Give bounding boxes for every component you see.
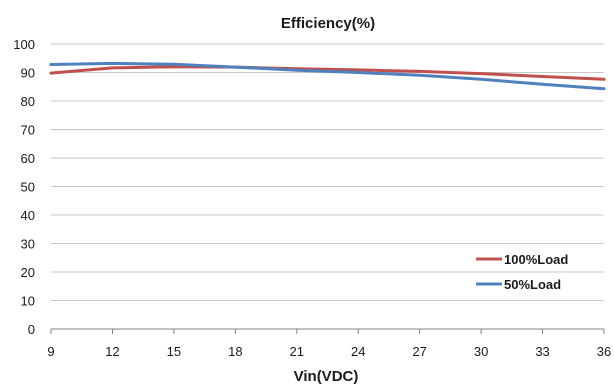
y-tick-label-70: 70: [21, 123, 35, 138]
x-tick-label-21: 21: [290, 344, 304, 359]
y-tick-label-0: 0: [28, 322, 35, 337]
data-point-s2-36: [602, 87, 606, 90]
x-axis-label: Vin(VDC): [294, 368, 359, 385]
data-point-s2-27: [418, 74, 421, 77]
data-point-s1-33: [541, 75, 544, 78]
data-point-s2-15: [172, 63, 176, 66]
y-tick-label-60: 60: [21, 151, 35, 166]
chart-title: Efficiency(%): [281, 15, 375, 32]
legend-label-1: 100%Load: [504, 252, 568, 267]
x-tick-label-12: 12: [105, 344, 119, 359]
y-tick-label-50: 50: [21, 180, 35, 195]
legend: 100%Load 50%Load: [476, 252, 568, 292]
series-line-2: [49, 61, 606, 91]
data-point-s2-21: [295, 69, 298, 72]
y-tick-label-90: 90: [21, 66, 35, 81]
series-lines: [49, 61, 606, 91]
y-tick-label-100: 100: [13, 37, 35, 52]
series-line-1: [49, 65, 606, 81]
x-tick-label-18: 18: [228, 344, 242, 359]
data-point-s1-24: [357, 68, 360, 72]
data-point-s1-30: [479, 72, 483, 75]
x-tick-label-30: 30: [474, 344, 488, 359]
y-tick-label-30: 30: [21, 237, 35, 252]
y-tick-label-20: 20: [21, 265, 35, 280]
y-tick-label-80: 80: [21, 94, 35, 109]
x-tick-label-33: 33: [535, 344, 549, 359]
data-point-s2-33: [541, 82, 544, 86]
data-point-s2-18: [234, 65, 237, 69]
data-point-s2-12: [111, 62, 114, 65]
grid-lines: [50, 43, 605, 334]
data-point-s1-12: [111, 66, 114, 70]
data-point-s1-15: [172, 65, 176, 69]
data-point-s2-30: [479, 78, 483, 81]
data-point-s2-9: [49, 63, 53, 66]
data-point-s2-24: [357, 71, 360, 74]
x-tick-label-27: 27: [412, 344, 426, 359]
legend-label-2: 50%Load: [504, 277, 561, 292]
x-tick-label-9: 9: [47, 344, 54, 359]
y-tick-label-40: 40: [21, 208, 35, 223]
data-point-s1-9: [49, 71, 53, 75]
x-tick-label-24: 24: [351, 344, 365, 359]
data-point-s1-27: [418, 70, 421, 73]
y-tick-labels: 0 10 20 30 40 50 60 70 80 90 100: [13, 37, 35, 337]
x-tick-labels: 9 12 15 18 21 24 27 30 33 36: [47, 344, 611, 359]
data-point-s1-36: [602, 78, 606, 81]
x-tick-label-36: 36: [597, 344, 611, 359]
y-tick-label-10: 10: [21, 294, 35, 309]
x-tick-label-15: 15: [167, 344, 181, 359]
